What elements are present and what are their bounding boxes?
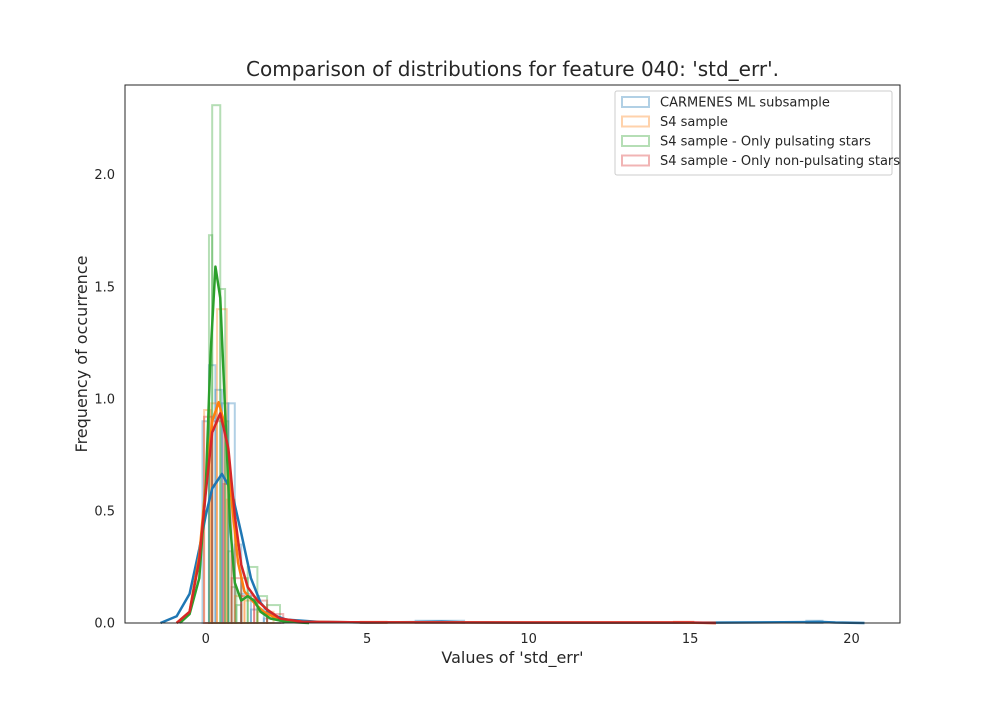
x-tick-label: 15 bbox=[682, 632, 699, 647]
y-axis-label: Frequency of occurrence bbox=[72, 256, 91, 453]
kde-line-series-4 bbox=[175, 412, 716, 625]
kde-line-series-3 bbox=[179, 265, 310, 625]
x-tick-label: 10 bbox=[520, 632, 537, 647]
legend-swatch bbox=[621, 115, 650, 128]
legend-entry: S4 sample - Only non-pulsating stars bbox=[660, 154, 900, 169]
kde-layer bbox=[160, 265, 865, 625]
legend-swatch bbox=[621, 135, 650, 147]
histogram-series-2 bbox=[203, 308, 695, 625]
histogram-series-4 bbox=[203, 415, 695, 625]
y-tick-label: 1.5 bbox=[94, 280, 115, 295]
x-axis-label: Values of 'std_err' bbox=[441, 648, 583, 668]
y-tick-label: 1.0 bbox=[94, 392, 115, 407]
legend-entry: S4 sample - Only pulsating stars bbox=[660, 135, 871, 150]
plot-frame bbox=[124, 84, 901, 624]
chart-title: Comparison of distributions for feature … bbox=[246, 57, 779, 81]
x-tick-label: 0 bbox=[202, 632, 210, 647]
legend: CARMENES ML subsample S4 sample S4 sample … bbox=[614, 90, 900, 176]
y-tick-label: 0.0 bbox=[94, 617, 115, 632]
histogram-series-1 bbox=[201, 364, 824, 625]
x-axis-ticks: 0 5 10 15 20 bbox=[202, 632, 860, 647]
histogram-layer bbox=[201, 104, 824, 625]
y-tick-label: 0.5 bbox=[94, 504, 115, 519]
legend-box bbox=[614, 90, 893, 176]
legend-swatch bbox=[621, 96, 650, 108]
legend-entry: CARMENES ML subsample bbox=[660, 96, 830, 111]
legend-swatch bbox=[621, 154, 650, 167]
x-tick-label: 20 bbox=[843, 632, 860, 647]
legend-entry: S4 sample bbox=[660, 115, 728, 130]
y-axis-ticks: 0.0 0.5 1.0 1.5 2.0 bbox=[94, 168, 115, 631]
y-tick-label: 2.0 bbox=[94, 168, 115, 183]
x-tick-label: 5 bbox=[363, 632, 371, 647]
